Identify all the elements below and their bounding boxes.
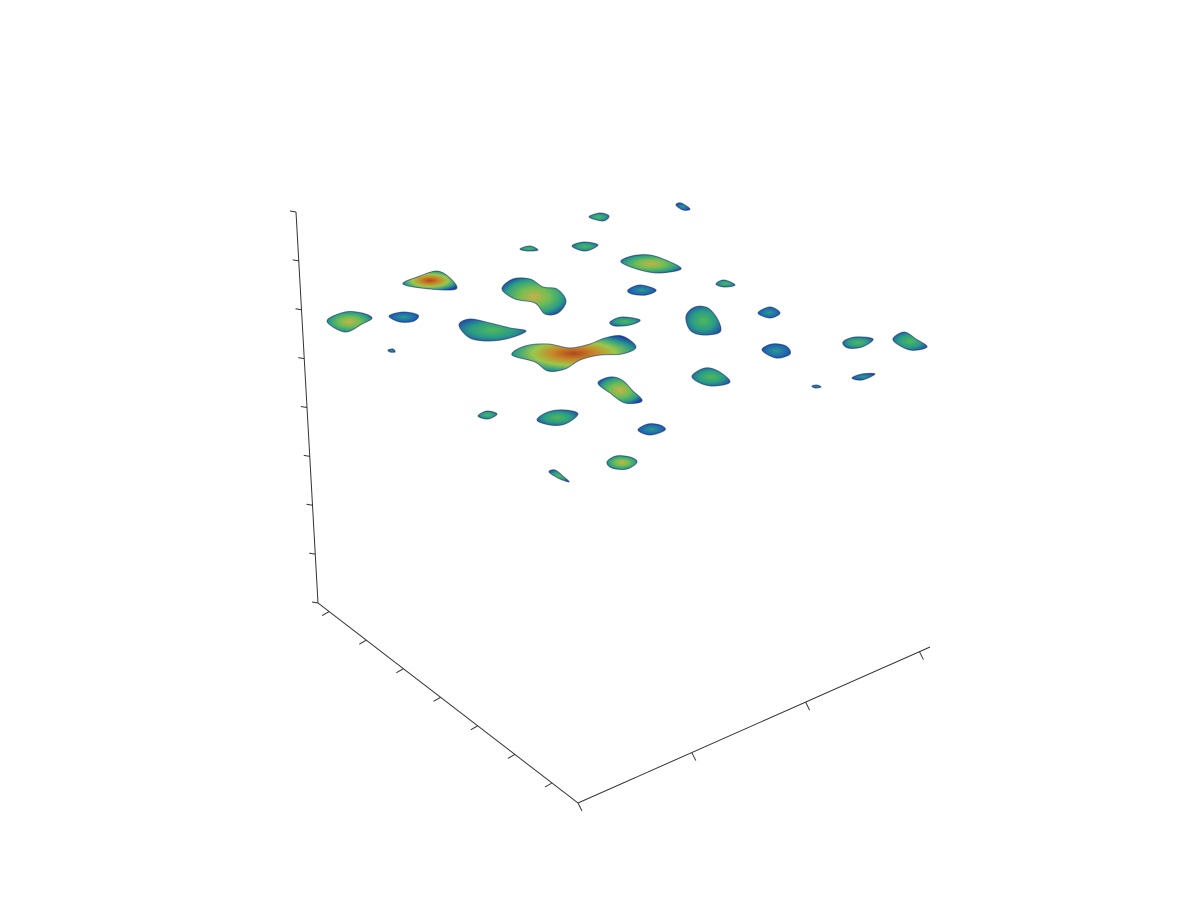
surface-patch-blob-16	[685, 305, 722, 336]
vertical-axis-tick	[306, 503, 313, 506]
surface-patch-blob-24	[811, 384, 822, 389]
left-depth-axis-tick	[470, 725, 478, 731]
vertical-axis-tick	[309, 552, 316, 555]
surface-patch-blob-23	[851, 372, 876, 381]
axes-frame	[289, 210, 931, 812]
vertical-axis-tick	[300, 406, 308, 408]
surface-patch-blob-15	[597, 376, 643, 405]
surface-patch-blob-29	[548, 469, 570, 483]
surface-patch-blob-25	[536, 409, 579, 426]
surface-patch-blob-17	[715, 279, 736, 288]
left-depth-axis-tick	[359, 639, 367, 645]
surface-patches	[326, 202, 928, 483]
surface-patch-blob-04	[387, 348, 396, 353]
surface-patch-blob-22	[892, 331, 928, 351]
vertical-axis-tick	[295, 308, 302, 311]
vertical-axis-tick	[311, 601, 319, 604]
right-depth-axis-tick	[805, 701, 811, 711]
vertical-axis-tick	[298, 357, 305, 360]
left-depth-axis-tick	[396, 668, 404, 674]
left-depth-axis-tick	[507, 753, 516, 759]
right-depth-axis-tick	[577, 802, 583, 812]
surface-patch-blob-28	[606, 455, 638, 470]
left-depth-axis-tick	[433, 696, 441, 702]
surface-patch-blob-26	[477, 410, 498, 420]
surface-patch-blob-12	[627, 284, 657, 296]
right-depth-axis-tick	[691, 752, 697, 761]
surface-patch-blob-06	[501, 277, 567, 316]
surface-patch-blob-07	[519, 245, 539, 252]
surface-patch-blob-09	[588, 212, 610, 222]
surface-patch-blob-20	[691, 367, 731, 387]
surface-patch-blob-03	[402, 270, 458, 291]
vertical-axis-tick	[289, 210, 297, 213]
right-depth-axis	[577, 646, 931, 804]
surface-patch-blob-11	[620, 254, 682, 274]
surface-patch-blob-05	[458, 318, 527, 342]
surface-patch-blob-21	[842, 336, 874, 349]
left-depth-axis-tick	[544, 782, 553, 788]
right-depth-axis-tick	[918, 651, 924, 660]
surface-patch-blob-19	[761, 343, 792, 359]
surface-patch-blob-18	[757, 306, 781, 319]
surface-patch-blob-10	[675, 202, 691, 211]
surface-patch-blob-01	[326, 310, 373, 333]
left-depth-axis	[317, 602, 579, 804]
left-depth-axis-tick	[321, 611, 330, 617]
surface-patch-blob-13	[511, 334, 637, 372]
surface-patch-blob-08	[571, 241, 599, 252]
axis-ticks	[289, 210, 924, 812]
vertical-axis-tick	[303, 454, 310, 457]
surface-patch-blob-14	[609, 316, 641, 327]
surface-patch-blob-27	[637, 423, 666, 436]
surface-patch-blob-02	[388, 311, 420, 323]
vertical-axis-tick	[292, 259, 299, 262]
